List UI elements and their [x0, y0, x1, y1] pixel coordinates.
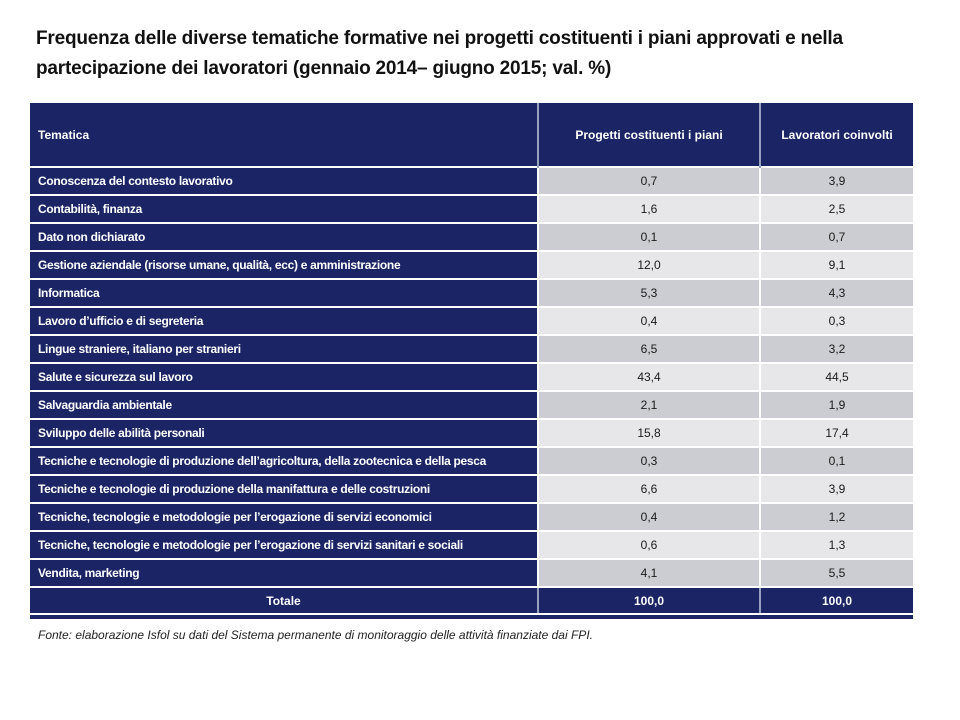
- progetti-cell: 15,8: [537, 418, 760, 447]
- lavoratori-cell: 17,4: [759, 418, 913, 447]
- table-body: Conoscenza del contesto lavorativo 0,7 3,9…: [30, 166, 913, 587]
- table-row: Salute e sicurezza sul lavoro 43,4 44,5: [30, 362, 913, 391]
- lavoratori-cell: 0,1: [759, 446, 913, 475]
- tematica-cell: Salvaguardia ambientale: [30, 390, 538, 419]
- total-row: Totale 100,0 100,0: [30, 586, 913, 613]
- progetti-cell: 6,6: [537, 474, 760, 503]
- tematica-cell: Salute e sicurezza sul lavoro: [30, 362, 538, 391]
- lavoratori-cell: 1,2: [759, 502, 913, 531]
- table-row: Tecniche, tecnologie e metodologie per l…: [30, 502, 913, 531]
- data-table: Tematica Progetti costituenti i piani La…: [30, 103, 913, 613]
- total-lavoratori-cell: 100,0: [759, 586, 913, 613]
- lavoratori-cell: 2,5: [759, 194, 913, 223]
- tematica-cell: Lingue straniere, italiano per stranieri: [30, 334, 538, 363]
- column-header-progetti: Progetti costituenti i piani: [537, 103, 760, 167]
- table-row: Vendita, marketing 4,1 5,5: [30, 558, 913, 587]
- table-bottom-rule: [30, 615, 913, 619]
- table-row: Conoscenza del contesto lavorativo 0,7 3,9: [30, 166, 913, 195]
- table-header-row: Tematica Progetti costituenti i piani La…: [30, 103, 913, 167]
- total-label-cell: Totale: [30, 586, 538, 613]
- tematica-cell: Sviluppo delle abilità personali: [30, 418, 538, 447]
- source-note: Fonte: elaborazione Isfol su dati del Si…: [38, 628, 593, 642]
- tematica-cell: Lavoro d’ufficio e di segreteria: [30, 306, 538, 335]
- progetti-cell: 6,5: [537, 334, 760, 363]
- lavoratori-cell: 5,5: [759, 558, 913, 587]
- progetti-cell: 0,1: [537, 222, 760, 251]
- progetti-cell: 2,1: [537, 390, 760, 419]
- table-row: Dato non dichiarato 0,1 0,7: [30, 222, 913, 251]
- page-title: Frequenza delle diverse tematiche format…: [36, 28, 843, 80]
- progetti-cell: 0,4: [537, 502, 760, 531]
- column-header-tematica: Tematica: [30, 103, 538, 167]
- tematica-cell: Dato non dichiarato: [30, 222, 538, 251]
- progetti-cell: 0,3: [537, 446, 760, 475]
- total-progetti-cell: 100,0: [537, 586, 760, 613]
- lavoratori-cell: 0,7: [759, 222, 913, 251]
- lavoratori-cell: 0,3: [759, 306, 913, 335]
- table-row: Lavoro d’ufficio e di segreteria 0,4 0,3: [30, 306, 913, 335]
- table-row: Tecniche, tecnologie e metodologie per l…: [30, 530, 913, 559]
- progetti-cell: 0,4: [537, 306, 760, 335]
- table-row: Sviluppo delle abilità personali 15,8 17,4: [30, 418, 913, 447]
- table-row: Gestione aziendale (risorse umane, quali…: [30, 250, 913, 279]
- table-row: Salvaguardia ambientale 2,1 1,9: [30, 390, 913, 419]
- lavoratori-cell: 1,3: [759, 530, 913, 559]
- progetti-cell: 1,6: [537, 194, 760, 223]
- lavoratori-cell: 3,9: [759, 166, 913, 195]
- tematica-cell: Tecniche e tecnologie di produzione dell…: [30, 446, 538, 475]
- progetti-cell: 4,1: [537, 558, 760, 587]
- table-row: Tecniche e tecnologie di produzione dell…: [30, 474, 913, 503]
- table-row: Lingue straniere, italiano per stranieri…: [30, 334, 913, 363]
- progetti-cell: 5,3: [537, 278, 760, 307]
- lavoratori-cell: 3,9: [759, 474, 913, 503]
- progetti-cell: 0,7: [537, 166, 760, 195]
- progetti-cell: 43,4: [537, 362, 760, 391]
- tematica-cell: Informatica: [30, 278, 538, 307]
- tematica-cell: Tecniche, tecnologie e metodologie per l…: [30, 530, 538, 559]
- lavoratori-cell: 9,1: [759, 250, 913, 279]
- table-row: Informatica 5,3 4,3: [30, 278, 913, 307]
- lavoratori-cell: 44,5: [759, 362, 913, 391]
- tematica-cell: Tecniche, tecnologie e metodologie per l…: [30, 502, 538, 531]
- tematica-cell: Conoscenza del contesto lavorativo: [30, 166, 538, 195]
- progetti-cell: 12,0: [537, 250, 760, 279]
- tematica-cell: Tecniche e tecnologie di produzione dell…: [30, 474, 538, 503]
- data-table-container: Tematica Progetti costituenti i piani La…: [30, 103, 913, 619]
- tematica-cell: Vendita, marketing: [30, 558, 538, 587]
- tematica-cell: Contabilità, finanza: [30, 194, 538, 223]
- progetti-cell: 0,6: [537, 530, 760, 559]
- lavoratori-cell: 1,9: [759, 390, 913, 419]
- table-row: Contabilità, finanza 1,6 2,5: [30, 194, 913, 223]
- lavoratori-cell: 4,3: [759, 278, 913, 307]
- lavoratori-cell: 3,2: [759, 334, 913, 363]
- table-row: Tecniche e tecnologie di produzione dell…: [30, 446, 913, 475]
- column-header-lavoratori: Lavoratori coinvolti: [759, 103, 913, 167]
- tematica-cell: Gestione aziendale (risorse umane, quali…: [30, 250, 538, 279]
